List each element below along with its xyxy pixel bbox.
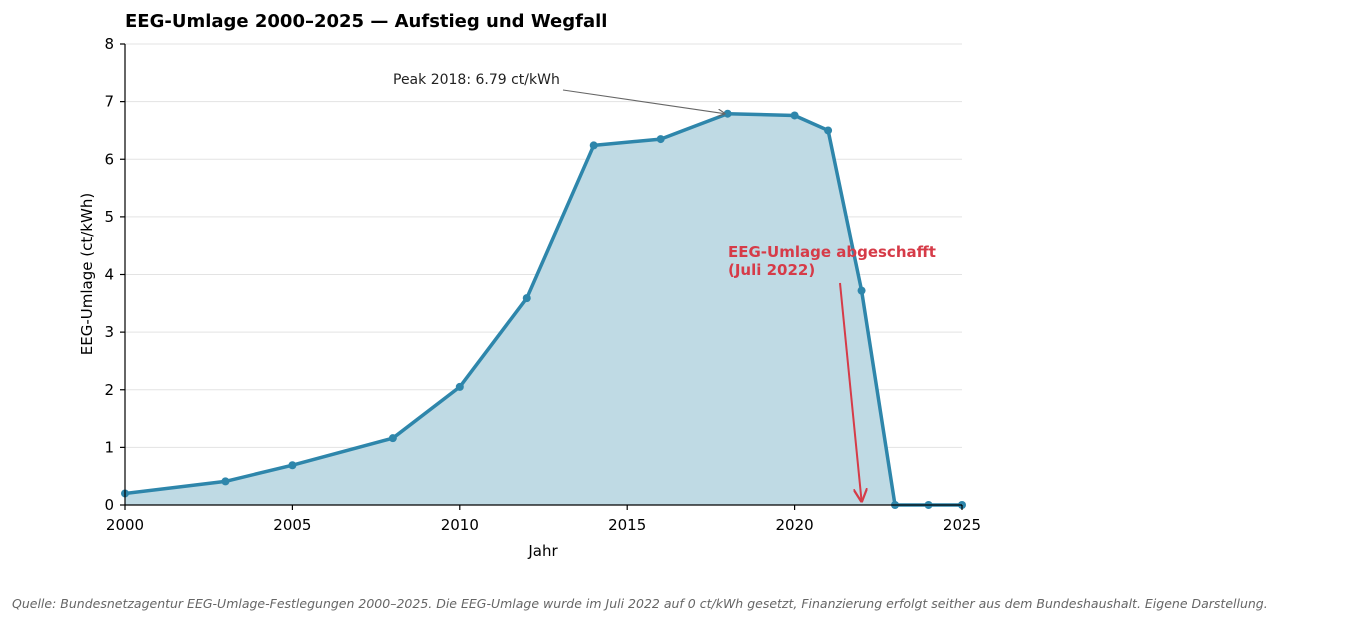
data-point-2012: [522, 294, 531, 303]
peak-arrow: [562, 89, 725, 114]
y-tick-label-5: 5: [104, 208, 114, 226]
data-point-2018: [723, 109, 732, 118]
y-tick-label-0: 0: [104, 496, 114, 514]
data-point-2003: [221, 477, 230, 486]
x-tick-label-2025: 2025: [943, 516, 981, 534]
y-tick-label-3: 3: [104, 323, 114, 341]
y-tick-label-8: 8: [104, 35, 114, 53]
data-point-2016: [656, 135, 665, 144]
y-axis-label: EEG-Umlage (ct/kWh): [78, 193, 96, 355]
data-point-2021: [824, 126, 833, 135]
abolition-annotation-line1: EEG-Umlage abgeschafft: [728, 243, 936, 261]
area-fill: [125, 113, 962, 505]
data-point-2014: [589, 141, 598, 150]
y-tick-label-2: 2: [104, 381, 114, 399]
y-axis-ticks: 0 1 2 3 4 5 6 7 8: [104, 35, 125, 514]
x-axis-ticks: 2000 2005 2010 2015 2020 2025: [106, 505, 981, 534]
annotations: Peak 2018: 6.79 ct/kWh EEG-Umlage abgesc…: [393, 72, 936, 501]
chart-title: EEG-Umlage 2000–2025 — Aufstieg und Wegf…: [125, 11, 607, 32]
data-point-2022: [857, 286, 866, 295]
x-tick-label-2005: 2005: [273, 516, 311, 534]
y-tick-label-4: 4: [104, 266, 114, 284]
data-point-2010: [455, 382, 464, 391]
peak-annotation: Peak 2018: 6.79 ct/kWh: [393, 72, 560, 88]
data-point-2008: [388, 434, 397, 443]
data-point-2020: [790, 111, 799, 120]
data-point-2005: [288, 461, 297, 470]
y-tick-label-1: 1: [104, 438, 114, 456]
x-tick-label-2000: 2000: [106, 516, 144, 534]
x-tick-label-2020: 2020: [776, 516, 814, 534]
y-tick-label-6: 6: [104, 150, 114, 168]
x-axis-label: Jahr: [527, 542, 558, 560]
x-tick-label-2015: 2015: [608, 516, 646, 534]
source-note: Quelle: Bundesnetzagentur EEG-Umlage-Fes…: [12, 596, 1268, 611]
abolition-arrow: [839, 282, 862, 501]
y-tick-label-7: 7: [104, 93, 114, 111]
x-tick-label-2010: 2010: [441, 516, 479, 534]
abolition-annotation-line2: (Juli 2022): [728, 261, 815, 279]
